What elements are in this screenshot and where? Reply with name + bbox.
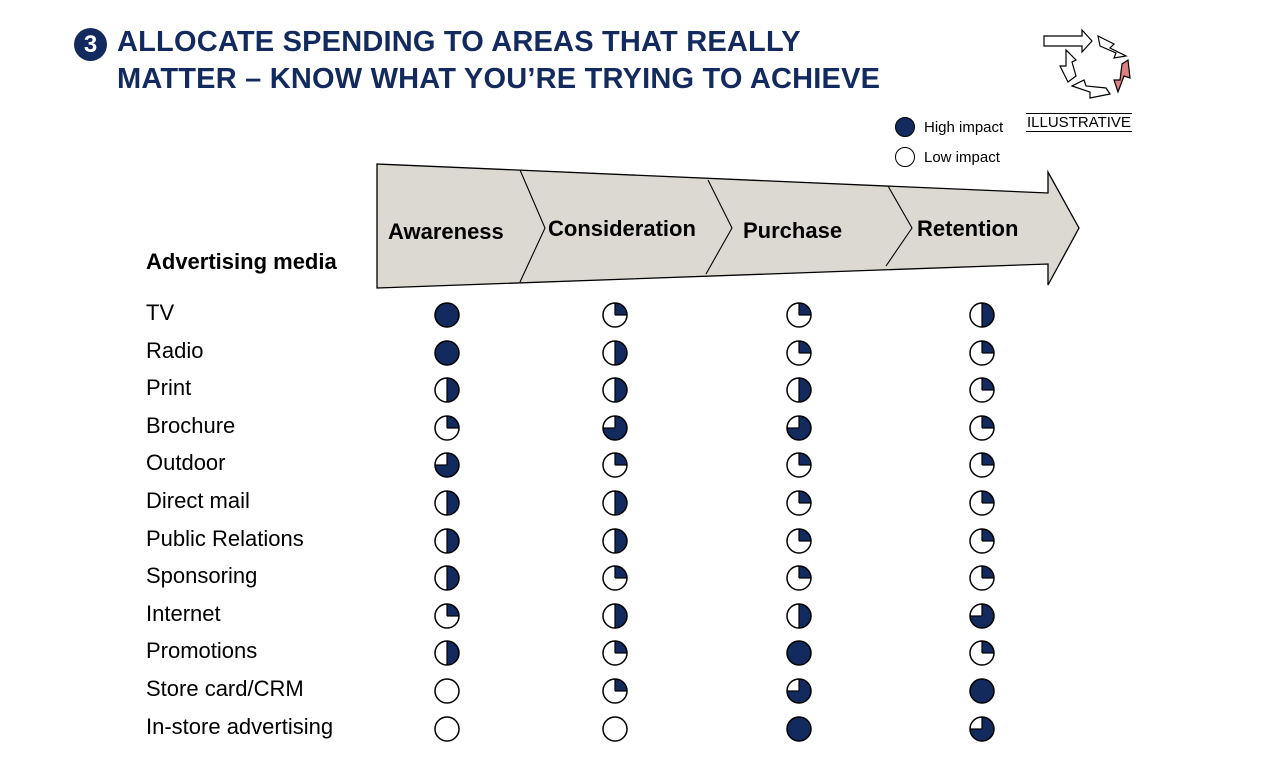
harvey-ball-2-quarters-icon [434,527,460,554]
row-label: Radio [146,337,204,363]
harvey-ball-2-quarters-icon [602,377,628,403]
stage-divider-1 [519,169,546,283]
harvey-ball-2-quarters-icon [969,302,995,328]
harvey-ball-1-quarters-icon [602,678,628,704]
title-line-1: ALLOCATE SPENDING TO AREAS THAT REALLY [117,26,801,58]
legend-low-label: Low impact [924,148,1000,166]
harvey-ball-3-quarters-icon [786,678,812,704]
low-impact-dot-icon [895,147,915,167]
row-label: Brochure [146,412,236,438]
harvey-ball-2-quarters-icon [602,339,628,366]
harvey-ball-2-quarters-icon [602,527,628,554]
row-label: Store card/CRM [146,676,304,701]
harvey-ball-2-quarters-icon [786,377,812,403]
row-label: Direct mail [146,488,250,513]
legend: High impact Low impact [895,112,1003,172]
page-title: ALLOCATE SPENDING TO AREAS THAT REALLY M… [117,24,880,98]
stage-divider-2 [705,179,733,275]
harvey-ball-1-quarters-icon [786,527,812,554]
row-label: Promotions [146,638,258,664]
stage-retention: Retention [917,216,1019,241]
row-label: Outdoor [146,450,226,476]
harvey-ball-2-quarters-icon [786,603,812,629]
harvey-ball-3-quarters-icon [969,603,995,629]
harvey-ball-3-quarters-icon [786,415,812,441]
legend-low: Low impact [895,142,1003,172]
harvey-ball-0-quarters-icon [434,678,460,704]
harvey-ball-0-quarters-icon [602,715,628,742]
harvey-ball-1-quarters-icon [969,490,995,516]
harvey-ball-2-quarters-icon [602,603,628,629]
step-number-badge: 3 [74,28,107,61]
cycle-arrows-logo-icon [1043,28,1131,99]
harvey-ball-2-quarters-icon [602,490,628,516]
harvey-ball-4-quarters-icon [434,302,460,328]
harvey-ball-0-quarters-icon [434,715,460,742]
stage-divider-3 [885,185,913,267]
harvey-ball-1-quarters-icon [786,302,812,328]
harvey-ball-4-quarters-icon [786,715,812,742]
legend-high-label: High impact [924,118,1004,136]
harvey-ball-2-quarters-icon [434,490,460,516]
harvey-ball-1-quarters-icon [602,302,628,328]
row-label: Print [146,375,192,401]
title-line-2: MATTER – KNOW WHAT YOU’RE TRYING TO ACHI… [117,63,881,95]
stage-awareness: Awareness [388,219,504,244]
row-label: In-store advertising [146,713,334,739]
harvey-ball-3-quarters-icon [969,715,995,742]
harvey-ball-1-quarters-icon [969,339,995,366]
harvey-ball-4-quarters-icon [786,640,812,667]
harvey-ball-1-quarters-icon [969,415,995,441]
stage-consideration: Consideration [548,216,696,241]
row-label: Internet [146,600,221,626]
high-impact-dot-icon [895,117,915,137]
harvey-ball-4-quarters-icon [434,339,460,366]
row-label: Public Relations [146,525,304,551]
harvey-ball-1-quarters-icon [786,452,812,479]
harvey-ball-1-quarters-icon [786,565,812,591]
harvey-ball-1-quarters-icon [786,490,812,516]
harvey-ball-1-quarters-icon [602,565,628,591]
harvey-ball-3-quarters-icon [434,452,460,479]
legend-high: High impact [895,112,1003,142]
harvey-ball-1-quarters-icon [602,640,628,667]
harvey-ball-2-quarters-icon [434,640,460,667]
harvey-ball-1-quarters-icon [969,377,995,403]
harvey-ball-2-quarters-icon [434,377,460,403]
harvey-ball-1-quarters-icon [434,415,460,441]
harvey-ball-1-quarters-icon [602,452,628,479]
illustrative-tag: ILLUSTRATIVE [1026,113,1132,132]
row-label: TV [146,300,175,325]
harvey-ball-4-quarters-icon [969,678,995,704]
harvey-ball-1-quarters-icon [969,565,995,591]
harvey-ball-1-quarters-icon [786,339,812,366]
harvey-ball-1-quarters-icon [969,640,995,667]
harvey-ball-1-quarters-icon [969,452,995,479]
harvey-ball-3-quarters-icon [602,415,628,441]
harvey-ball-2-quarters-icon [434,565,460,591]
harvey-ball-1-quarters-icon [969,527,995,554]
harvey-ball-1-quarters-icon [434,603,460,629]
row-label: Sponsoring [146,563,258,589]
stage-purchase: Purchase [743,218,843,243]
advertising-media-header: Advertising media [146,249,337,274]
